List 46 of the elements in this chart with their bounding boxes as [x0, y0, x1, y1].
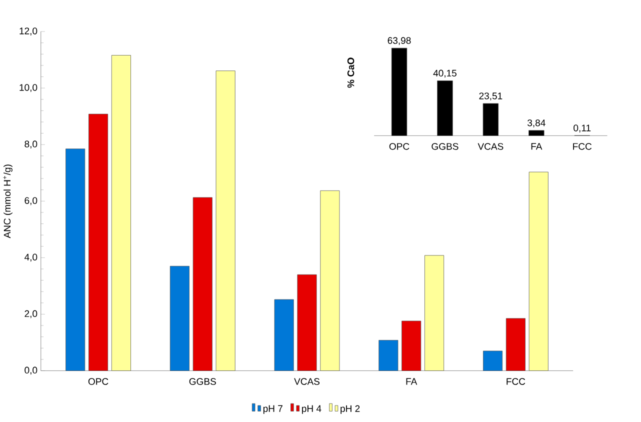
bar: [66, 148, 86, 371]
data-label: 63,98: [388, 37, 411, 45]
legend-label: pH 7: [263, 405, 282, 414]
data-label: 3,84: [528, 119, 546, 128]
bar: [88, 114, 108, 371]
bar: [192, 197, 212, 371]
y-tick-label: 4,0: [24, 254, 38, 262]
y-tick-label: 6,0: [24, 197, 38, 205]
x-tick-label: FA: [531, 142, 542, 150]
x-tick-label: GGBS: [432, 142, 458, 150]
bar: [320, 190, 340, 371]
bar: [528, 130, 544, 136]
y-tick-label: 8,0: [24, 140, 38, 148]
bar: [111, 54, 131, 371]
y-axis-title: ANC (mmol H$^{+}$/g): [3, 164, 12, 238]
x-tick-label: VCAS: [294, 378, 320, 385]
x-tick-label: VCAS: [478, 142, 504, 150]
bar: [297, 274, 317, 371]
bar: [391, 48, 408, 136]
y-tick-label: 10,0: [20, 84, 38, 92]
y-tick-label: 2,0: [24, 310, 38, 318]
data-label: 40,15: [433, 70, 456, 78]
bar: [437, 80, 453, 136]
bar: [274, 299, 294, 371]
x-tick-label: GGBS: [189, 378, 216, 385]
bar: [424, 255, 444, 371]
bar: [170, 266, 190, 371]
y-tick-label: 0,0: [24, 366, 38, 375]
legend-label: pH 4: [302, 405, 322, 414]
x-tick-label: FA: [406, 378, 418, 385]
legend-label: pH 2: [340, 405, 360, 414]
y-tick-label: 12,0: [20, 27, 38, 36]
bar: [378, 340, 398, 371]
x-tick-label: FCC: [506, 378, 526, 385]
bar: [402, 320, 422, 371]
bar: [506, 318, 526, 371]
bar: [482, 103, 499, 136]
bar: [528, 172, 548, 371]
x-tick-label: OPC: [88, 378, 108, 385]
data-label: 0,11: [574, 124, 591, 132]
bar: [216, 70, 236, 371]
bar: [483, 350, 503, 371]
x-tick-label: OPC: [389, 142, 410, 150]
y-axis-title: % CaO: [347, 58, 354, 88]
x-tick-label: FCC: [573, 142, 592, 150]
data-label: 23,51: [479, 92, 502, 100]
